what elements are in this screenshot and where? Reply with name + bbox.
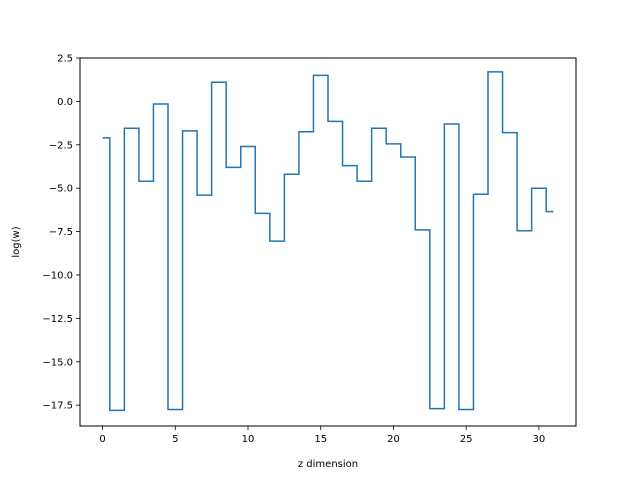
y-tick-label: −5.0 (49, 184, 73, 195)
y-tick-label: −17.5 (42, 401, 73, 412)
y-tick-label: −2.5 (49, 140, 73, 151)
y-tick-label: −10.0 (42, 270, 73, 281)
x-axis-label: z dimension (298, 459, 358, 470)
plot-layer (102, 71, 554, 412)
y-tick-label: −15.0 (42, 357, 73, 368)
y-tick-label: −12.5 (42, 314, 73, 325)
y-axis-label: log(w) (11, 226, 22, 257)
y-tick-label: 0.0 (57, 97, 73, 108)
x-tick-label: 30 (533, 434, 546, 445)
x-tick-label: 15 (314, 434, 327, 445)
x-tick-label: 0 (99, 434, 105, 445)
y-tick-label: −7.5 (49, 227, 73, 238)
ticks-layer: 0 5 10 15 20 25 30 2.5 0.0 −2.5 −5.0 −7.5 −10.0 −12.5… (42, 54, 545, 446)
y-tick-label: 2.5 (57, 54, 73, 65)
plot-frame (79, 57, 577, 427)
series-line-0 (102, 71, 554, 412)
x-tick-label: 20 (387, 434, 400, 445)
x-tick-label: 5 (172, 434, 178, 445)
x-tick-label: 10 (242, 434, 255, 445)
x-tick-label: 25 (460, 434, 473, 445)
